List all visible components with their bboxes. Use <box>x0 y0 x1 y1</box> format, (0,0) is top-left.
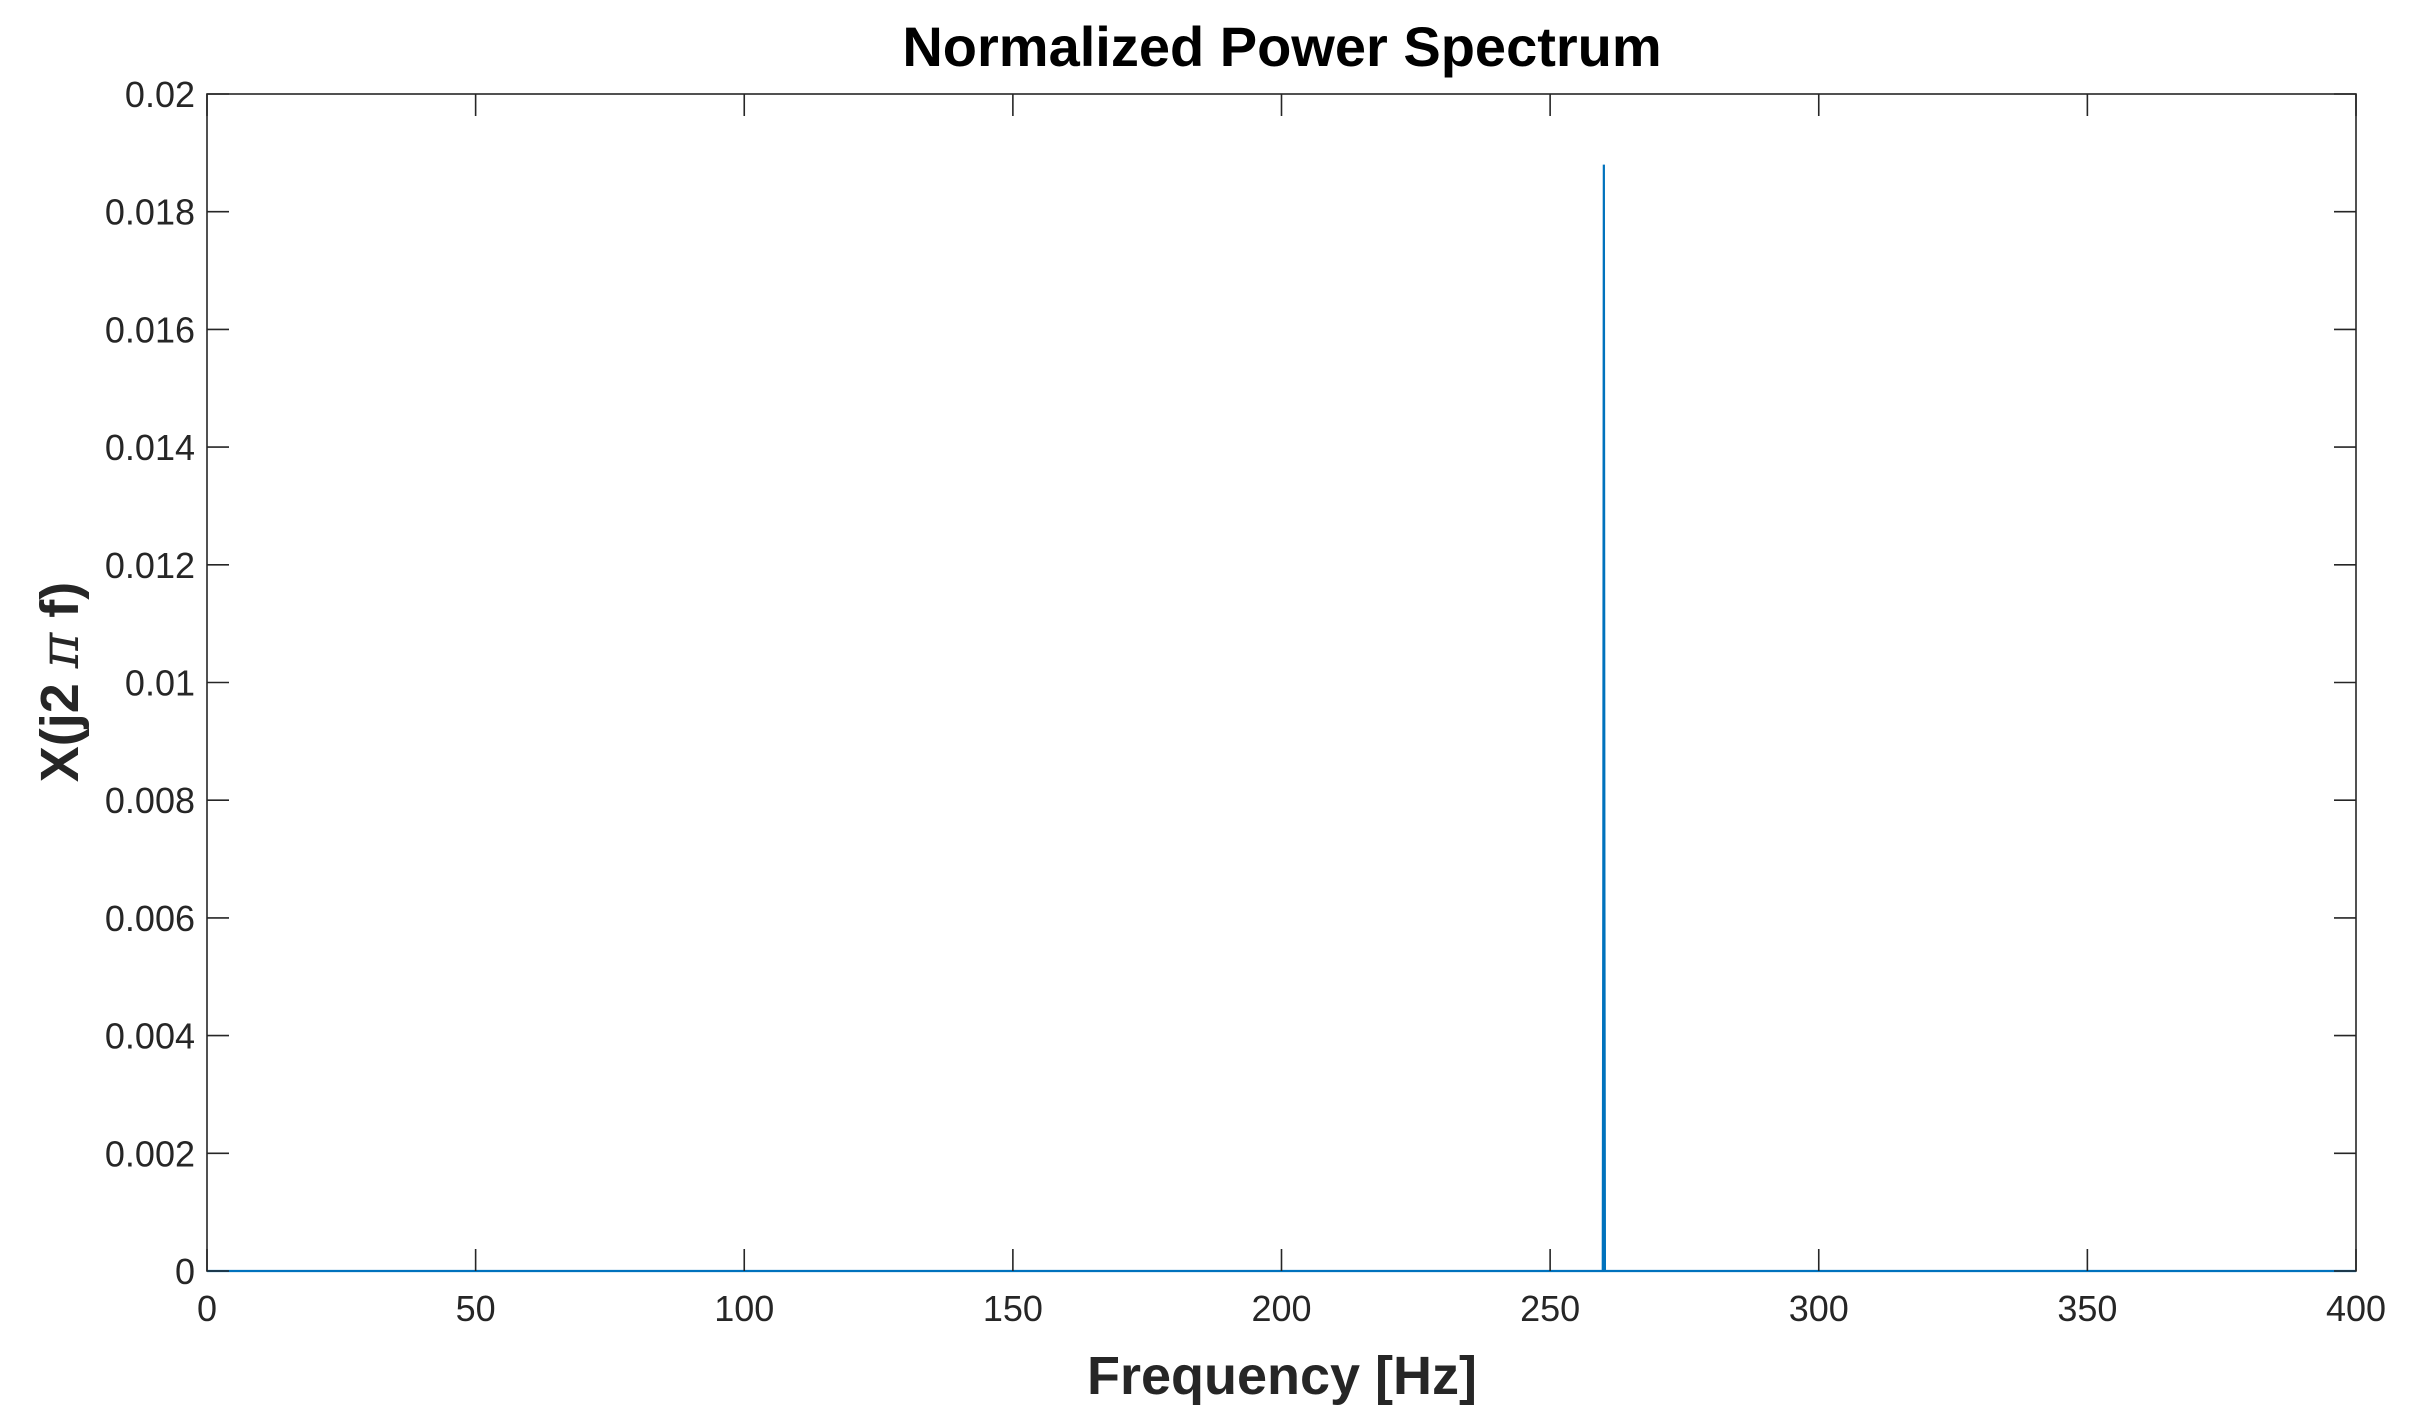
y-tick-label: 0.002 <box>105 1133 195 1174</box>
plot-area: 0 50 100 150 200 250 300 350 400 0 0.002 0.004 0.00… <box>105 74 2386 1329</box>
x-ticks: 0 50 100 150 200 250 300 350 400 <box>197 94 2386 1329</box>
y-tick-label: 0.01 <box>125 663 195 704</box>
x-tick-label: 50 <box>456 1288 496 1329</box>
x-tick-label: 400 <box>2326 1288 2386 1329</box>
y-tick-label: 0.02 <box>125 74 195 115</box>
x-axis-title: Frequency [Hz] <box>1087 1346 1477 1406</box>
y-tick-label: 0.018 <box>105 192 195 233</box>
x-tick-label: 150 <box>983 1288 1043 1329</box>
series-layer <box>207 164 2356 1273</box>
y-ticks: 0 0.002 0.004 0.006 0.008 0.01 0.012 0.014 0.016… <box>105 74 2356 1292</box>
y-axis-title: X(j2 π f) <box>28 582 91 783</box>
y-axis-title-prefix: X(j2 <box>30 668 90 782</box>
x-tick-label: 0 <box>197 1288 217 1329</box>
y-tick-label: 0.014 <box>105 427 195 468</box>
x-tick-label: 350 <box>2057 1288 2117 1329</box>
series-line-0 <box>207 164 2356 1273</box>
axes-box <box>206 93 2357 1272</box>
y-tick-label: 0.012 <box>105 545 195 586</box>
y-axis-title-pi: π <box>28 631 91 669</box>
y-tick-label: 0.006 <box>105 898 195 939</box>
y-tick-label: 0 <box>175 1251 195 1292</box>
y-tick-label: 0.008 <box>105 780 195 821</box>
x-tick-label: 200 <box>1251 1288 1311 1329</box>
y-tick-label: 0.016 <box>105 309 195 350</box>
y-tick-label: 0.004 <box>105 1016 195 1057</box>
x-tick-label: 250 <box>1520 1288 1580 1329</box>
x-tick-label: 300 <box>1789 1288 1849 1329</box>
y-axis-title-suffix: f) <box>30 582 90 633</box>
x-tick-label: 100 <box>714 1288 774 1329</box>
chart-title: Normalized Power Spectrum <box>902 15 1661 78</box>
